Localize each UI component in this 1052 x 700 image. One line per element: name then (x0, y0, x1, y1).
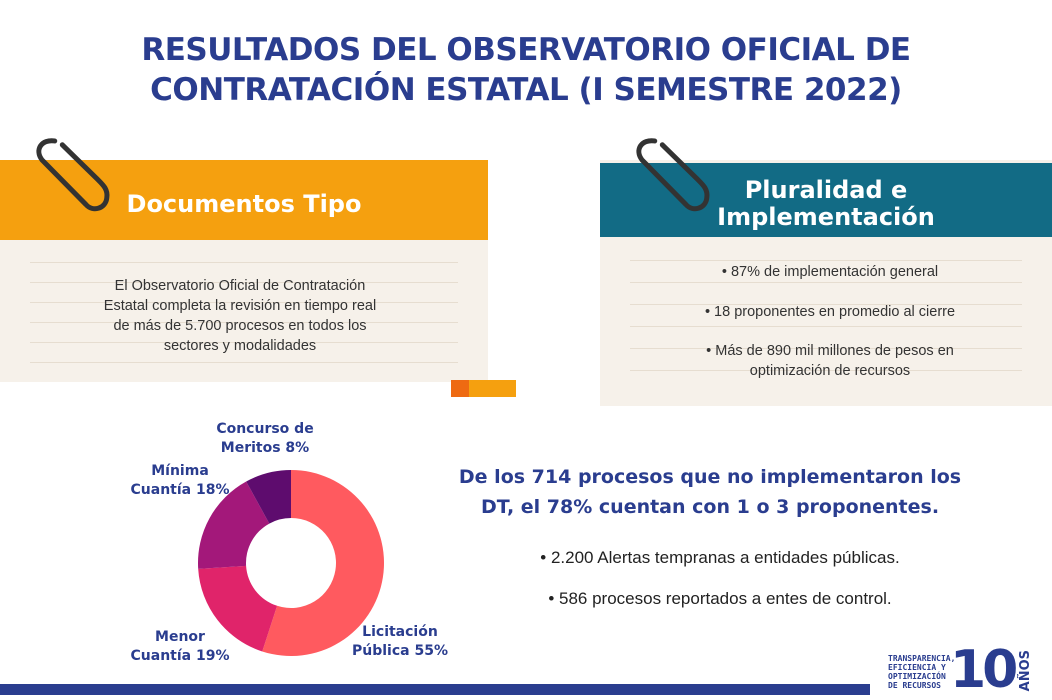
slice-concurso-meritos (246, 470, 291, 524)
slice-minima-cuantia (198, 481, 270, 569)
slice-menor-cuantia (198, 565, 278, 652)
page-title: RESULTADOS DEL OBSERVATORIO OFICIAL DE C… (0, 30, 1052, 110)
pluralidad-title-line-2: Implementación (717, 203, 935, 231)
documentos-tipo-title: Documentos Tipo (126, 190, 362, 218)
paperclip-icon (36, 138, 110, 212)
stats-bullet-2: • 586 procesos reportados a entes de con… (548, 589, 892, 608)
logo-anos: AÑOS (1018, 650, 1033, 692)
label-licitacion-publica: Licitación Pública 55% (352, 624, 448, 659)
pluralidad-bullet-1: • 87% de implementación general (721, 264, 939, 280)
logo-number: 10 (950, 640, 1018, 700)
logo-text: TRANSPARENCIA, EFICIENCIA Y OPTIMIZACIÓN… (888, 654, 956, 690)
label-concurso-meritos: Concurso de Meritos 8% (216, 421, 314, 456)
title-line-2: CONTRATACIÓN ESTATAL (I SEMESTRE 2022) (150, 72, 902, 108)
label-minima-cuantia: Mínima Cuantía 18% (130, 463, 230, 498)
card-ruled-lines (30, 160, 458, 382)
stats-headline: De los 714 procesos que no implementaron… (458, 466, 962, 518)
paperclip-icon (636, 138, 710, 212)
stats-bullet-1: • 2.200 Alertas tempranas a entidades pú… (540, 548, 900, 567)
slice-licitacion-publica (262, 470, 384, 656)
footer-bar (0, 684, 870, 695)
documentos-tipo-body: El Observatorio Oficial de Contratación … (103, 278, 377, 354)
title-line-1: RESULTADOS DEL OBSERVATORIO OFICIAL DE (141, 32, 911, 68)
pluralidad-bullet-2: • 18 proponentes en promedio al cierre (704, 304, 956, 320)
label-menor-cuantia: Menor Cuantía 19% (130, 629, 230, 664)
orange-accent-block (451, 380, 469, 397)
modalidades-donut-chart (198, 470, 384, 656)
card-ruled-lines (630, 160, 1022, 406)
pluralidad-title-line-1: Pluralidad e (744, 176, 908, 204)
pluralidad-bullet-3: • Más de 890 mil millones de pesos en op… (706, 343, 954, 379)
pluralidad-header: Pluralidad e Implementación (600, 163, 1052, 237)
